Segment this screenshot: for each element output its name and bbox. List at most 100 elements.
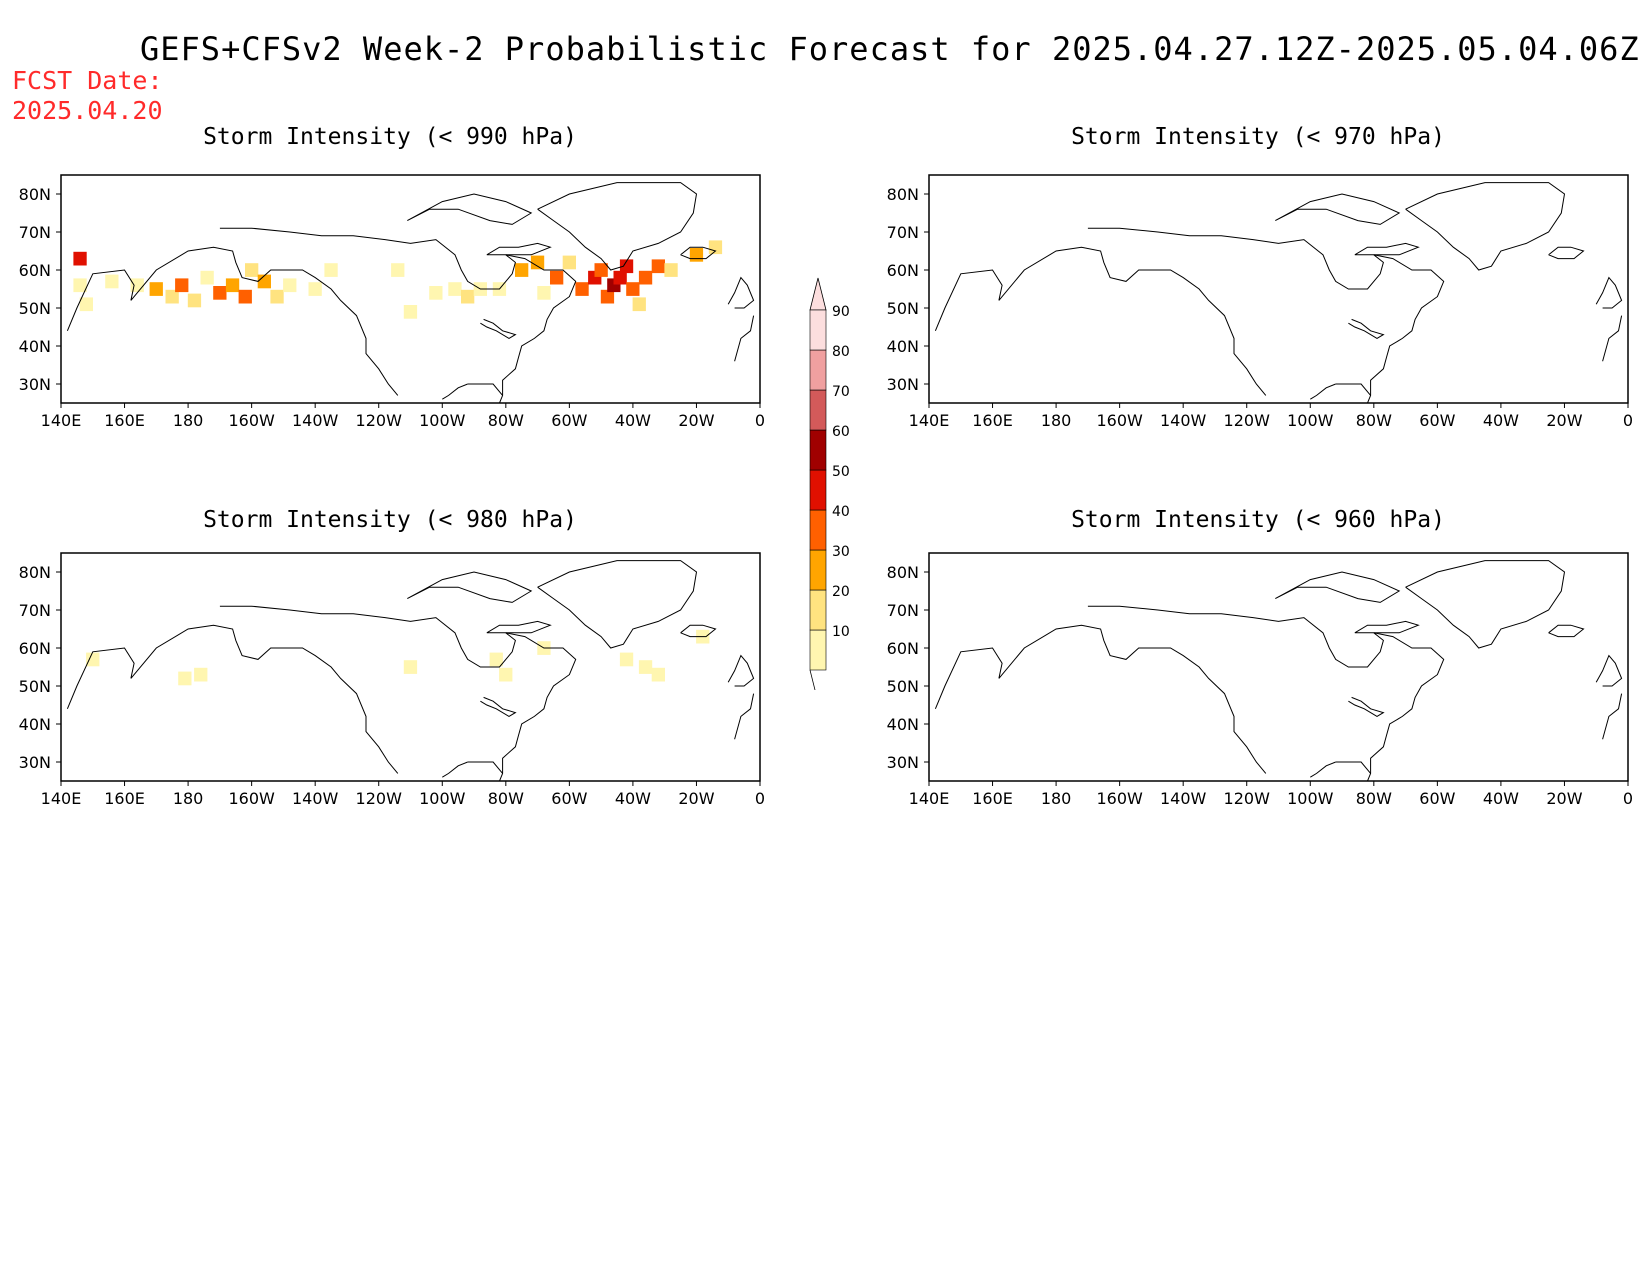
lon-tick-label: 120W bbox=[356, 411, 403, 430]
lon-tick-label: 20W bbox=[1546, 411, 1582, 430]
lon-tick-label: 180 bbox=[1041, 411, 1072, 430]
heatmap-cell bbox=[187, 293, 202, 308]
coastline bbox=[486, 620, 552, 634]
lon-tick-label: 140E bbox=[41, 411, 82, 430]
heatmap-cell bbox=[283, 278, 297, 293]
heatmap-cell bbox=[429, 286, 443, 300]
lon-tick-label: 120W bbox=[1224, 411, 1271, 430]
coastline bbox=[467, 761, 503, 774]
coastline bbox=[1348, 696, 1385, 717]
lat-tick-label: 40N bbox=[887, 715, 919, 734]
lon-tick-label: 20W bbox=[678, 411, 714, 430]
heatmap-cell bbox=[178, 671, 192, 686]
lon-tick-label: 100W bbox=[419, 789, 466, 808]
heatmap-cells bbox=[73, 240, 723, 319]
panel-title-980: Storm Intensity (< 980 hPa) bbox=[203, 507, 577, 533]
map-frame bbox=[60, 552, 761, 782]
lon-tick-label: 40W bbox=[615, 411, 651, 430]
lon-tick-label: 40W bbox=[1483, 789, 1519, 808]
lat-tick-label: 30N bbox=[19, 375, 51, 394]
colorbar-swatch bbox=[809, 309, 827, 351]
heatmap-cell bbox=[403, 660, 418, 674]
lon-tick-label: 100W bbox=[1287, 411, 1334, 430]
heatmap-cell bbox=[73, 251, 87, 266]
map-frame bbox=[60, 174, 761, 404]
lon-tick-label: 20W bbox=[1546, 789, 1582, 808]
panel-title-970: Storm Intensity (< 970 hPa) bbox=[1071, 124, 1445, 150]
coastline bbox=[1348, 318, 1385, 339]
lat-tick-label: 60N bbox=[19, 261, 51, 280]
heatmap-cell bbox=[79, 297, 93, 312]
lat-tick-label: 30N bbox=[887, 753, 919, 772]
colorbar-label: 20 bbox=[832, 584, 850, 600]
lon-tick-label: 60W bbox=[1419, 789, 1455, 808]
colorbar-swatch bbox=[809, 349, 827, 391]
lon-tick-label: 60W bbox=[1419, 411, 1455, 430]
heatmap-cell bbox=[149, 282, 163, 296]
colorbar-swatch bbox=[809, 469, 827, 511]
lat-tick-label: 30N bbox=[887, 375, 919, 394]
heatmap-cell bbox=[575, 282, 589, 296]
heatmap-cell bbox=[225, 278, 240, 293]
colorbar-upper-arrow bbox=[809, 277, 827, 311]
colorbar-swatch bbox=[809, 509, 827, 551]
heatmap-cell bbox=[626, 282, 640, 296]
coastline bbox=[727, 654, 755, 687]
lon-tick-label: 160E bbox=[104, 411, 145, 430]
coastline bbox=[680, 624, 717, 638]
heatmap-cell bbox=[562, 255, 576, 270]
map-panel-970: 80N 70N 60N 50N 40N 30N 140E 160E 180 160W 140W 120… bbox=[887, 174, 1633, 430]
lon-tick-label: 160W bbox=[1096, 789, 1143, 808]
coastlines bbox=[934, 560, 1623, 782]
lon-tick-label: 180 bbox=[173, 789, 204, 808]
coastline bbox=[934, 624, 1267, 774]
heatmap-cell bbox=[448, 282, 462, 296]
coastlines bbox=[66, 560, 755, 782]
colorbar-swatch bbox=[809, 589, 827, 631]
lat-tick-label: 50N bbox=[19, 677, 51, 696]
coastline bbox=[1548, 246, 1585, 260]
heatmap-cell bbox=[489, 652, 503, 667]
heatmap-cell bbox=[194, 667, 208, 682]
heatmap-cell bbox=[165, 289, 179, 304]
heatmap-cell bbox=[515, 263, 529, 277]
coastline bbox=[1335, 383, 1371, 396]
heatmap-cell bbox=[391, 263, 405, 277]
lon-tick-label: 120W bbox=[1224, 789, 1271, 808]
heatmap-cell bbox=[619, 652, 634, 667]
heatmap-cell bbox=[600, 289, 615, 304]
lon-tick-label: 140W bbox=[1160, 789, 1207, 808]
coastline bbox=[1595, 654, 1623, 687]
heatmap-cell bbox=[73, 278, 87, 293]
lon-tick-label: 100W bbox=[1287, 789, 1334, 808]
heatmap-cell bbox=[308, 282, 322, 296]
coastline bbox=[537, 182, 698, 271]
heatmap-cell bbox=[86, 652, 100, 667]
coastline bbox=[480, 318, 517, 339]
forecast-date: FCST Date: 2025.04.20 bbox=[12, 66, 163, 126]
map-panel-990: 80N 70N 60N 50N 40N 30N 140E 160E 180 160W 140W 120… bbox=[19, 174, 765, 430]
lat-tick-label: 50N bbox=[19, 299, 51, 318]
lat-tick-label: 30N bbox=[19, 753, 51, 772]
coastline bbox=[480, 696, 517, 717]
coastline bbox=[734, 693, 755, 740]
panel-title-960: Storm Intensity (< 960 hPa) bbox=[1071, 507, 1445, 533]
coastline bbox=[1275, 571, 1401, 603]
lon-tick-label: 60W bbox=[551, 789, 587, 808]
colorbar-swatch bbox=[809, 389, 827, 431]
lon-tick-label: 120W bbox=[356, 789, 403, 808]
lon-tick-label: 20W bbox=[678, 789, 714, 808]
lon-tick-label: 160E bbox=[104, 789, 145, 808]
heatmap-cell bbox=[175, 278, 189, 293]
lat-tick-label: 80N bbox=[19, 185, 51, 204]
lon-tick-label: 180 bbox=[1041, 789, 1072, 808]
lon-tick-label: 0 bbox=[755, 411, 765, 430]
lat-tick-label: 50N bbox=[887, 299, 919, 318]
coastline bbox=[934, 246, 1267, 396]
lat-tick-label: 70N bbox=[19, 223, 51, 242]
heatmap-cell bbox=[632, 297, 646, 312]
heatmap-cell bbox=[105, 274, 119, 289]
colorbar-swatch bbox=[809, 549, 827, 591]
coastline bbox=[442, 383, 468, 400]
heatmap-cell bbox=[638, 660, 653, 674]
